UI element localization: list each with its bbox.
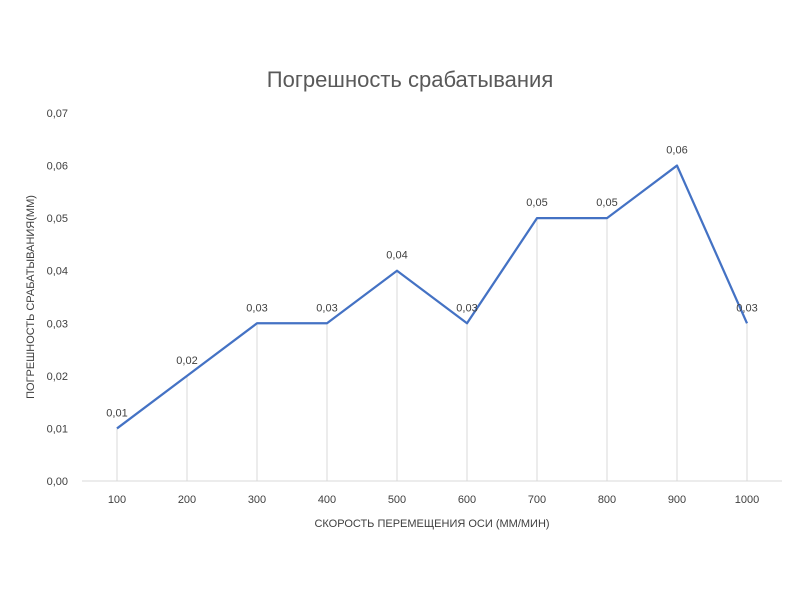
data-label: 0,03	[316, 302, 337, 314]
y-tick-label: 0,00	[47, 476, 68, 488]
y-tick-label: 0,03	[47, 318, 68, 330]
data-label: 0,03	[456, 302, 477, 314]
y-axis-label: ПОГРЕШНОСТЬ СРАБАТЫВАНИЯ(ММ)	[25, 195, 37, 399]
chart-title: Погрешность срабатывания	[267, 67, 553, 92]
x-tick-label: 600	[458, 494, 476, 506]
x-tick-labels: 100 200 300 400 500 600 700 800 900 1000	[108, 494, 759, 506]
y-tick-label: 0,02	[47, 371, 68, 383]
data-label: 0,03	[736, 302, 757, 314]
drop-lines	[116, 165, 748, 481]
x-axis-label: СКОРОСТЬ ПЕРЕМЕЩЕНИЯ ОСИ (ММ/МИН)	[314, 518, 549, 530]
x-tick-label: 200	[178, 494, 196, 506]
data-label: 0,04	[386, 250, 407, 262]
data-label: 0,05	[526, 197, 547, 209]
x-tick-label: 500	[388, 494, 406, 506]
data-label: 0,01	[106, 407, 127, 419]
series-line	[116, 164, 749, 430]
y-tick-label: 0,07	[47, 108, 68, 120]
x-tick-label: 1000	[735, 494, 759, 506]
x-tick-label: 700	[528, 494, 546, 506]
y-tick-label: 0,01	[47, 423, 68, 435]
data-label: 0,06	[666, 145, 687, 157]
data-labels: 0,01 0,02 0,03 0,03 0,04 0,03 0,05 0,05 0,06 0,03	[106, 145, 757, 420]
y-tick-label: 0,04	[47, 266, 68, 278]
x-tick-label: 100	[108, 494, 126, 506]
x-tick-label: 900	[668, 494, 686, 506]
data-label: 0,05	[596, 197, 617, 209]
x-tick-label: 400	[318, 494, 336, 506]
x-tick-label: 300	[248, 494, 266, 506]
y-tick-label: 0,05	[47, 213, 68, 225]
y-tick-label: 0,06	[47, 161, 68, 173]
data-label: 0,03	[246, 302, 267, 314]
data-label: 0,02	[176, 355, 197, 367]
x-tick-label: 800	[598, 494, 616, 506]
y-tick-labels: 0,00 0,01 0,02 0,03 0,04 0,05 0,06 0,07	[47, 108, 68, 488]
